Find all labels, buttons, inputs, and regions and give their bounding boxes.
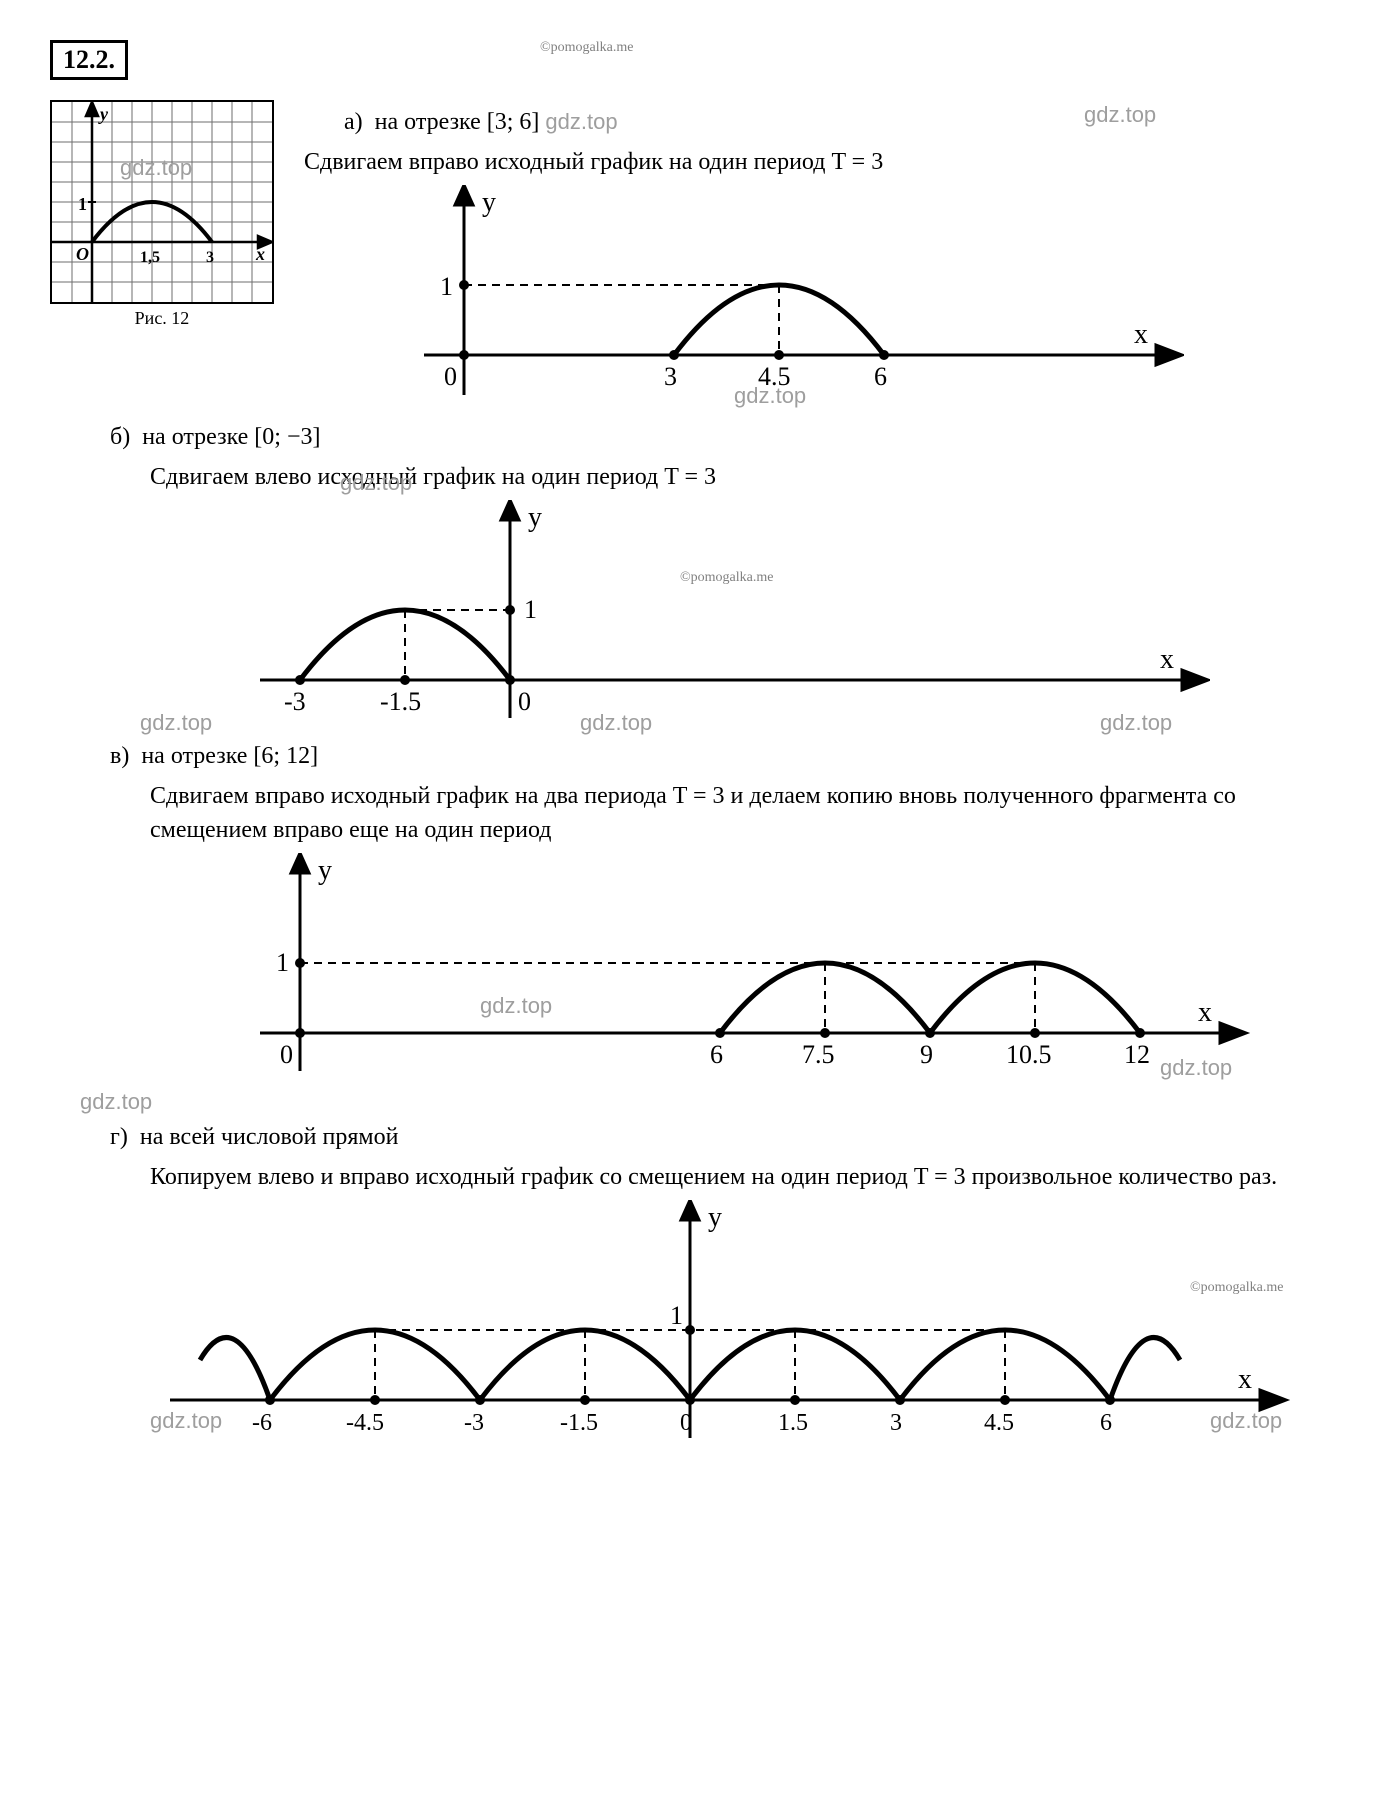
- svg-text:y: y: [528, 502, 542, 533]
- svg-text:-6: -6: [252, 1410, 272, 1436]
- svg-text:O: O: [76, 244, 89, 264]
- svg-text:1.5: 1.5: [778, 1410, 808, 1436]
- svg-text:0: 0: [280, 1040, 293, 1069]
- svg-text:6: 6: [710, 1040, 723, 1069]
- watermark-gdz: gdz.top: [580, 710, 652, 736]
- figure-12-svg: 1 1,5 3 O y x: [52, 102, 272, 302]
- svg-text:12: 12: [1124, 1040, 1150, 1069]
- svg-text:-1.5: -1.5: [560, 1410, 598, 1436]
- part-b-title: на отрезке [0; −3]: [142, 424, 320, 450]
- watermark-small: ©pomogalka.me: [1190, 1280, 1283, 1296]
- svg-text:x: x: [1198, 997, 1212, 1028]
- part-d-label: г): [110, 1124, 128, 1150]
- watermark-gdz: gdz.top: [120, 155, 192, 181]
- svg-text:y: y: [318, 855, 332, 886]
- figure-12: 1 1,5 3 O y x Рис. 12: [50, 100, 274, 333]
- watermark-gdz: gdz.top: [1084, 100, 1156, 131]
- watermark-gdz: gdz.top: [140, 710, 212, 736]
- watermark-gdz: gdz.top: [1100, 710, 1172, 736]
- watermark-gdz: gdz.top: [1160, 1055, 1232, 1081]
- part-a-desc: Сдвигаем вправо исходный график на один …: [304, 146, 1350, 180]
- part-b-label: б): [110, 424, 130, 450]
- svg-text:3: 3: [206, 249, 214, 266]
- chart-c: y x 1 0 6 7.5 9 10.5 12 gdz.top gdz.top: [180, 853, 1350, 1083]
- watermark-gdz: gdz.top: [80, 1089, 1380, 1115]
- svg-text:7.5: 7.5: [802, 1040, 835, 1069]
- figure-12-caption: Рис. 12: [50, 304, 274, 333]
- svg-text:x: x: [255, 244, 265, 264]
- svg-text:1: 1: [524, 595, 537, 624]
- svg-text:4.5: 4.5: [984, 1410, 1014, 1436]
- part-c-desc: Сдвигаем вправо исходный график на два п…: [150, 780, 1350, 847]
- svg-text:0: 0: [444, 362, 457, 391]
- part-c-label: в): [110, 743, 129, 769]
- svg-text:-3: -3: [464, 1410, 484, 1436]
- svg-text:-3: -3: [284, 687, 306, 716]
- watermark-gdz: gdz.top: [734, 383, 806, 409]
- svg-text:0: 0: [680, 1410, 692, 1436]
- watermark-gdz: gdz.top: [340, 470, 412, 496]
- svg-text:1: 1: [670, 1301, 683, 1330]
- svg-text:1: 1: [440, 272, 453, 301]
- svg-text:y: y: [482, 187, 496, 218]
- watermark-gdz: gdz.top: [1210, 1408, 1282, 1434]
- svg-text:x: x: [1238, 1364, 1252, 1395]
- svg-text:x: x: [1160, 644, 1174, 675]
- svg-text:-1.5: -1.5: [380, 687, 421, 716]
- part-a-title: на отрезке [3; 6]: [375, 109, 540, 135]
- chart-a: y x 1 0 3 4.5 6 gdz.to: [304, 185, 1350, 405]
- svg-text:3: 3: [664, 362, 677, 391]
- part-d-title: на всей числовой прямой: [140, 1124, 399, 1150]
- part-c-title: на отрезке [6; 12]: [141, 743, 318, 769]
- part-b-desc: Сдвигаем влево исходный график на один п…: [150, 461, 1350, 495]
- svg-text:6: 6: [874, 362, 887, 391]
- svg-text:1: 1: [276, 948, 289, 977]
- svg-text:-4.5: -4.5: [346, 1410, 384, 1436]
- svg-text:y: y: [98, 104, 109, 124]
- svg-text:6: 6: [1100, 1410, 1112, 1436]
- watermark-gdz: gdz.top: [545, 109, 617, 134]
- part-d-desc: Копируем влево и вправо исходный график …: [150, 1161, 1350, 1195]
- part-a-label: а): [344, 109, 363, 135]
- svg-text:1: 1: [78, 194, 87, 214]
- watermark-gdz: gdz.top: [480, 993, 552, 1019]
- svg-text:0: 0: [518, 687, 531, 716]
- svg-text:x: x: [1134, 319, 1148, 350]
- watermark-small: ©pomogalka.me: [680, 570, 773, 586]
- chart-d: y x 1 -6 -4.5 -3 -1.5 0 1.5 3 4.5 6: [130, 1200, 1350, 1450]
- svg-text:y: y: [708, 1202, 722, 1233]
- svg-text:10.5: 10.5: [1006, 1040, 1052, 1069]
- svg-text:3: 3: [890, 1410, 902, 1436]
- svg-text:1,5: 1,5: [140, 249, 160, 266]
- svg-text:9: 9: [920, 1040, 933, 1069]
- watermark-gdz: gdz.top: [150, 1408, 222, 1434]
- chart-b: y x 1 -3 -1.5 0 gdz.top gdz.top gdz.top …: [160, 500, 1350, 730]
- problem-number: 12.2.: [50, 40, 128, 80]
- watermark-top: ©pomogalka.me: [540, 40, 633, 56]
